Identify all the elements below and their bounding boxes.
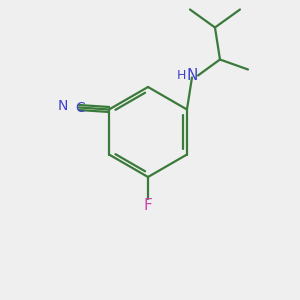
Text: N: N [186,68,198,83]
Text: H: H [176,69,186,82]
Text: C: C [75,100,85,115]
Text: F: F [144,197,152,212]
Text: N: N [58,100,68,113]
